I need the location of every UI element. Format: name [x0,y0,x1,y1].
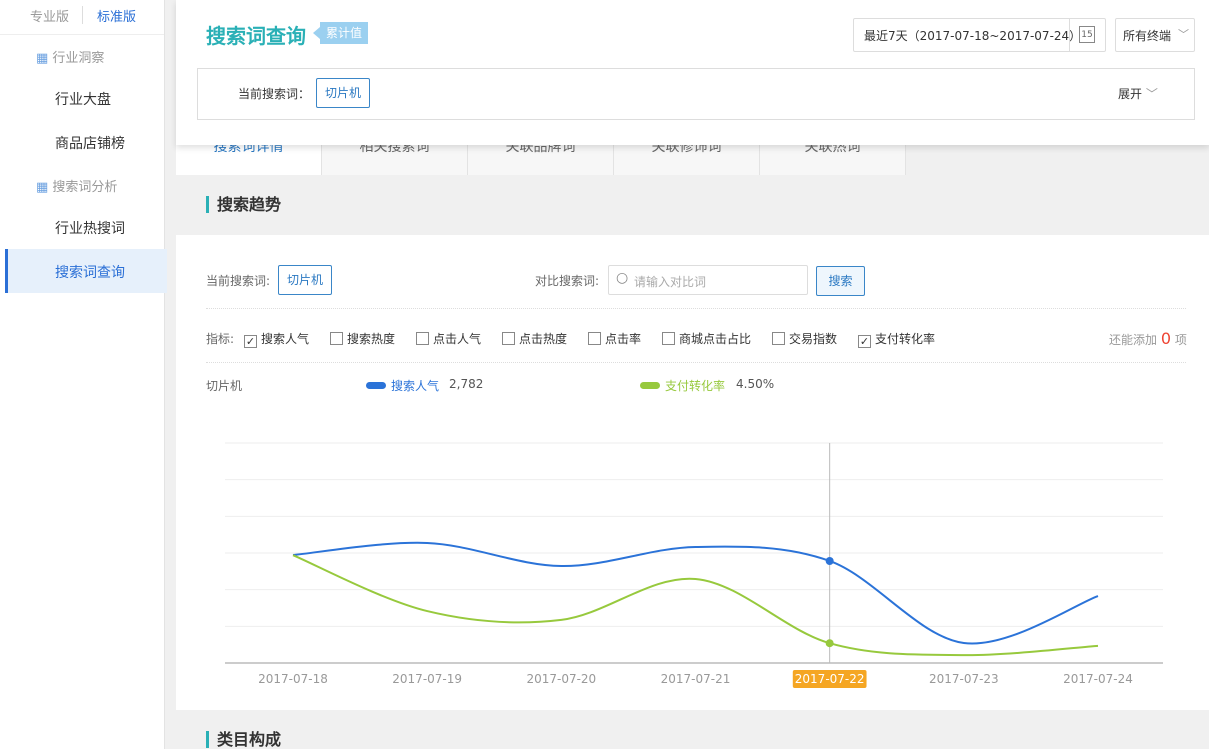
remaining: 还能添加 0 项 [1109,329,1187,348]
menu-item[interactable]: 商品店铺榜 [55,136,125,152]
checkbox[interactable]: ✓ [244,335,257,348]
tag: 累计值 [320,22,369,44]
indicator-name: 支付转化率 [875,332,936,346]
current-word: 切片机 [278,265,333,295]
indicator[interactable]: ✓ 搜索人气 [244,330,309,348]
indicator-name: 点击率 [605,332,642,346]
legend-swatch [640,382,660,389]
indicator-name: 交易指数 [789,332,838,346]
checkbox[interactable] [416,332,429,345]
indicator-name: 点击人气 [433,332,482,346]
trend-panel [176,235,1209,710]
indicator[interactable]: 点击热度 [502,330,567,347]
menu-group: ▦ 搜索词分析 [36,180,118,195]
indicator[interactable]: 搜索热度 [330,330,395,347]
page-title: 搜索词查询 [206,24,306,48]
edition-tab[interactable]: 标准版 [97,10,137,25]
indicator[interactable]: ✓ 支付转化率 [858,330,935,348]
series-line [292,541,1099,645]
menu-item[interactable]: 行业热搜词 [55,221,125,237]
checkbox[interactable]: ✓ [858,335,871,348]
current-word: 切片机 [316,78,371,108]
x-tick-label: 2017-07-22 [795,672,865,686]
edition-tab[interactable]: 专业版 [30,10,70,25]
current-label: 当前搜索词： [238,87,311,101]
terminal: 所有终端 [1123,29,1172,43]
legend-value: 2,782 [449,377,484,391]
indicator-name: 搜索人气 [261,332,310,346]
legend-keyword: 切片机 [206,379,243,393]
hover-dot [825,556,834,565]
section-title: 类目构成 [206,731,281,748]
indicator-name: 点击热度 [519,332,568,346]
hover-dot [825,639,834,648]
remaining-prefix: 还能添加 [1109,333,1158,347]
indicator[interactable]: 点击人气 [416,330,481,347]
x-tick-label: 2017-07-21 [661,672,731,686]
remaining-count: 0 [1160,329,1172,348]
expand[interactable]: 展开 ﹀ [1118,87,1158,101]
checkbox[interactable] [330,332,343,345]
date-picker[interactable]: 最近7天（2017-07-18~2017-07-24） 15 [853,18,1106,52]
remaining-suffix: 项 [1174,333,1187,347]
x-tick-label: 2017-07-18 [258,672,328,686]
checkbox[interactable] [502,332,515,345]
compare-input[interactable]: ○ 请输入对比词 [608,265,808,295]
header: 搜索词查询 累计值 最近7天（2017-07-18~2017-07-24） 15… [176,0,1209,145]
legend-name: 支付转化率 [665,379,726,393]
legend-value: 4.50% [736,377,775,391]
menu-group-title: 行业洞察 [52,51,105,66]
current-label: 当前搜索词: [206,274,271,288]
x-tick-label: 2017-07-20 [526,672,596,686]
search-button[interactable]: 搜索 [816,266,865,296]
legend-swatch [366,382,386,389]
section-title: 搜索趋势 [206,196,281,213]
x-tick-label: 2017-07-23 [929,672,999,686]
series-line [292,554,1099,657]
placeholder: 请输入对比词 [634,275,707,289]
indicator[interactable]: 点击率 [588,330,641,347]
expand-label: 展开 [1118,87,1143,101]
calendar-icon: 15 [1079,26,1095,43]
menu-item[interactable]: 行业大盘 [55,92,111,108]
legend-name: 搜索人气 [391,379,440,393]
x-tick-label: 2017-07-24 [1063,672,1133,686]
checkbox[interactable] [662,332,675,345]
x-highlight [792,670,867,688]
indicator-name: 商城点击占比 [679,332,752,346]
sidebar: 专业版 标准版 ▦ 行业洞察 行业大盘 商品店铺榜 ▦ 搜索词分析 行业热搜词 … [0,0,167,749]
indicators-label: 指标: [206,332,235,346]
terminal-select[interactable]: 所有终端 ﹀ [1115,18,1195,52]
checkbox[interactable] [772,332,785,345]
date-range: 最近7天（2017-07-18~2017-07-24） [864,29,1082,43]
indicator-name: 搜索热度 [347,332,396,346]
x-tick-label: 2017-07-19 [392,672,462,686]
menu-group-title: 搜索词分析 [52,180,118,195]
menu-item-active[interactable]: 搜索词查询 [55,265,125,281]
menu-group: ▦ 行业洞察 [36,51,105,66]
current-box: 当前搜索词： 切片机 展开 ﹀ [197,68,1195,120]
indicator[interactable]: 交易指数 [772,330,837,347]
indicator[interactable]: 商城点击占比 [662,330,751,347]
compare-label: 对比搜索词: [535,274,600,288]
checkbox[interactable] [588,332,601,345]
